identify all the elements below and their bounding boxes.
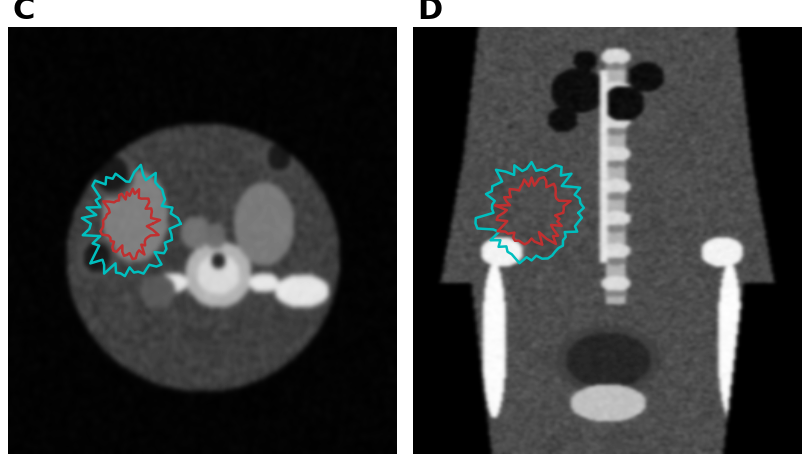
Text: D: D [417, 0, 442, 25]
Text: C: C [12, 0, 35, 25]
